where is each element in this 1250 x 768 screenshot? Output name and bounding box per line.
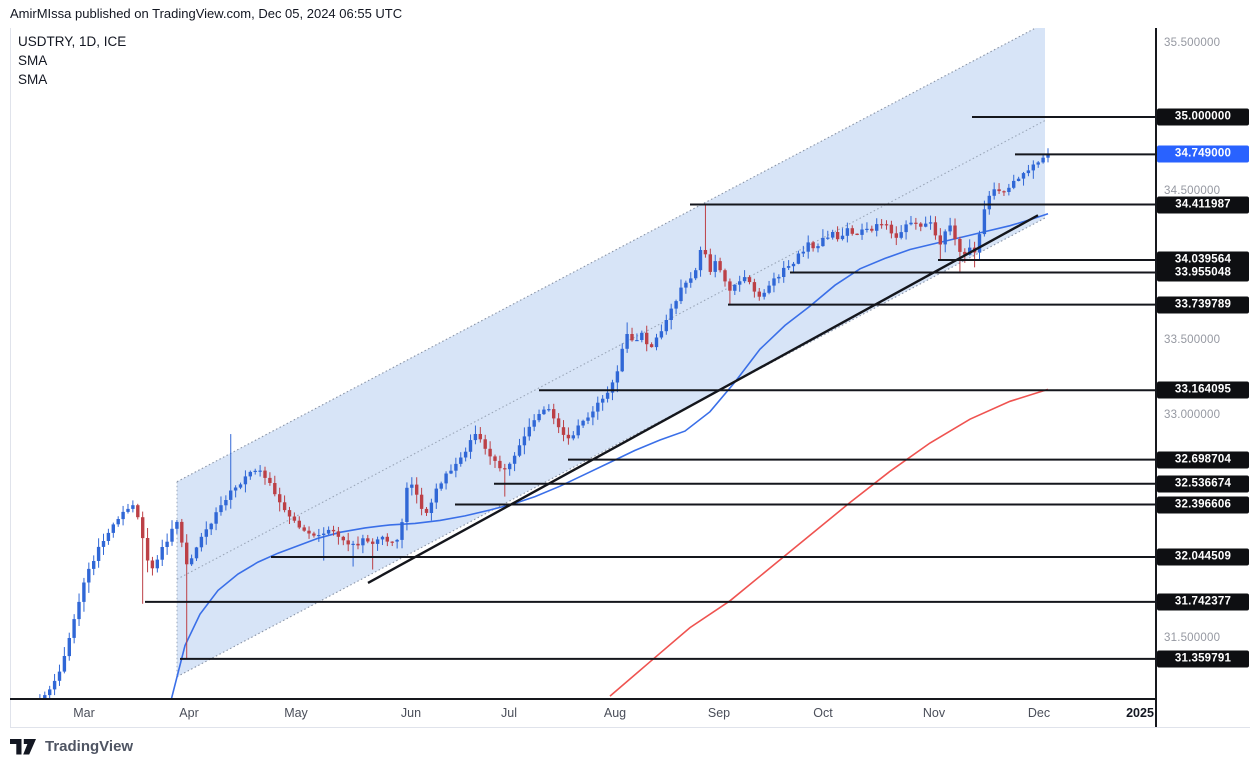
month-label-2025: 2025	[1126, 706, 1154, 720]
tradingview-brand-text[interactable]: TradingView	[45, 738, 134, 755]
month-label-Jul: Jul	[501, 706, 517, 720]
sma-fast-line[interactable]	[170, 213, 1049, 700]
axis-bottom-rule	[10, 727, 1250, 728]
month-label-Oct: Oct	[813, 706, 833, 720]
plot-left-border	[10, 28, 11, 728]
level-price-badge: 32.396606	[1157, 496, 1249, 514]
tradingview-logo-icon[interactable]	[10, 738, 37, 755]
level-price-badge: 32.536674	[1157, 475, 1249, 493]
grid-price-label: 33.000000	[1164, 408, 1221, 421]
current-price-badge: 34.749000	[1157, 145, 1249, 163]
level-price-badge: 35.000000	[1157, 108, 1249, 126]
level-price-badge: 34.411987	[1157, 196, 1249, 214]
legend-indicator-sma-2[interactable]: SMA	[18, 72, 48, 87]
legend-symbol[interactable]: USDTRY, 1D, ICE	[18, 34, 127, 49]
level-price-badge: 31.742377	[1157, 593, 1249, 611]
level-price-badge: 33.955048	[1157, 264, 1249, 282]
legend-indicator-sma-1[interactable]: SMA	[18, 53, 48, 68]
sma-slow-line[interactable]	[609, 388, 1049, 697]
grid-price-label: 35.500000	[1164, 36, 1221, 49]
level-price-badge: 33.739789	[1157, 296, 1249, 314]
candlesticks-layer[interactable]	[33, 148, 1050, 700]
ascending-channel[interactable]	[176, 28, 1046, 678]
level-price-badge: 33.164095	[1157, 381, 1249, 399]
month-label-Nov: Nov	[922, 706, 946, 720]
grid-price-label: 31.500000	[1164, 632, 1221, 644]
publish-info: AmirMIssa published on TradingView.com, …	[10, 6, 403, 21]
level-price-badge: 32.698704	[1157, 451, 1249, 469]
month-label-Jun: Jun	[400, 706, 422, 720]
grid-price-label: 33.500000	[1164, 334, 1221, 347]
month-label-Dec: Dec	[1027, 706, 1051, 720]
price-axis-separator	[1155, 28, 1157, 728]
month-label-Sep: Sep	[707, 706, 731, 720]
grid-price-label: 34.500000	[1164, 185, 1221, 198]
month-label-Mar: Mar	[73, 706, 95, 720]
footer: TradingView	[10, 738, 133, 755]
ascending-trendline[interactable]	[367, 214, 1039, 584]
month-label-Aug: Aug	[603, 706, 627, 720]
month-label-May: May	[284, 706, 308, 720]
level-price-badge: 32.044509	[1157, 548, 1249, 566]
level-price-badge: 31.359791	[1157, 650, 1249, 668]
chart-plot[interactable]	[10, 28, 1155, 700]
month-label-Apr: Apr	[179, 706, 199, 720]
chart-legend: USDTRY, 1D, ICE SMA SMA	[18, 32, 126, 89]
time-axis-line	[10, 698, 1156, 700]
horizontal-level-lines[interactable]	[145, 116, 1155, 660]
